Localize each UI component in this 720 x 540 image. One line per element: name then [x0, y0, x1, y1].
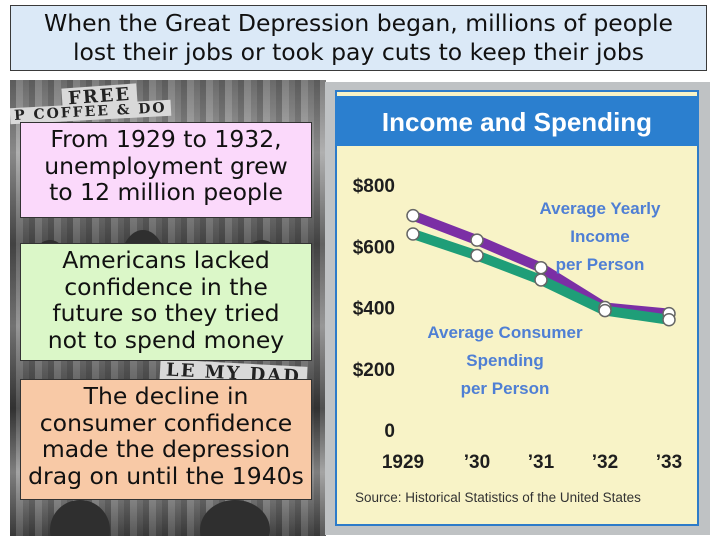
- series-label: Average Consumer: [427, 323, 583, 342]
- data-point: [407, 228, 419, 240]
- box1-line-1: From 1929 to 1932,: [21, 126, 311, 153]
- box3-line-2: consumer confidence: [21, 410, 311, 437]
- chart-title: Income and Spending: [382, 107, 652, 137]
- x-tick-label: ’31: [528, 452, 555, 473]
- y-tick-label: $800: [353, 176, 395, 197]
- data-point: [535, 262, 547, 274]
- decline-box: The decline in consumer confidence made …: [20, 379, 312, 500]
- data-point: [599, 305, 611, 317]
- box2-line-3: future so they tried: [21, 300, 311, 327]
- y-tick-label: 0: [384, 421, 395, 442]
- series-label: per Person: [461, 379, 550, 398]
- box2-line-4: not to spend money: [21, 327, 311, 354]
- box2-line-2: confidence in the: [21, 274, 311, 301]
- data-point: [407, 210, 419, 222]
- y-tick-label: $400: [353, 299, 395, 320]
- income-spending-chart: Income and Spending $800 $600 $400 $200 0 1929…: [335, 90, 699, 526]
- series-label: Income: [570, 227, 630, 246]
- y-tick-label: $600: [353, 237, 395, 258]
- chart-source: Source: Historical Statistics of the Uni…: [355, 490, 641, 505]
- title-line-2: lost their jobs or took pay cuts to keep…: [11, 38, 706, 67]
- box1-line-2: unemployment grew: [21, 153, 311, 180]
- x-tick-label: 1929: [382, 452, 424, 473]
- box3-line-3: made the depression: [21, 436, 311, 463]
- data-point: [663, 314, 675, 326]
- box1-line-3: to 12 million people: [21, 179, 311, 206]
- series-label: per Person: [556, 255, 645, 274]
- box3-line-1: The decline in: [21, 383, 311, 410]
- unemployment-box: From 1929 to 1932, unemployment grew to …: [20, 122, 312, 218]
- series-label: Average Yearly: [540, 199, 662, 218]
- title-line-1: When the Great Depression began, million…: [11, 9, 706, 38]
- data-point: [535, 274, 547, 286]
- y-tick-label: $200: [353, 360, 395, 381]
- x-tick-label: ’30: [464, 452, 490, 473]
- data-point: [471, 234, 483, 246]
- series-label: Spending: [466, 351, 543, 370]
- confidence-box: Americans lacked confidence in the futur…: [20, 243, 312, 361]
- box3-line-4: drag on until the 1940s: [21, 463, 311, 490]
- photo-sign-coffee: P COFFEE & DO: [10, 100, 171, 124]
- box2-line-1: Americans lacked: [21, 247, 311, 274]
- x-tick-label: ’33: [656, 452, 682, 473]
- data-point: [471, 249, 483, 261]
- x-tick-label: ’32: [592, 452, 618, 473]
- slide-title: When the Great Depression began, million…: [10, 5, 707, 71]
